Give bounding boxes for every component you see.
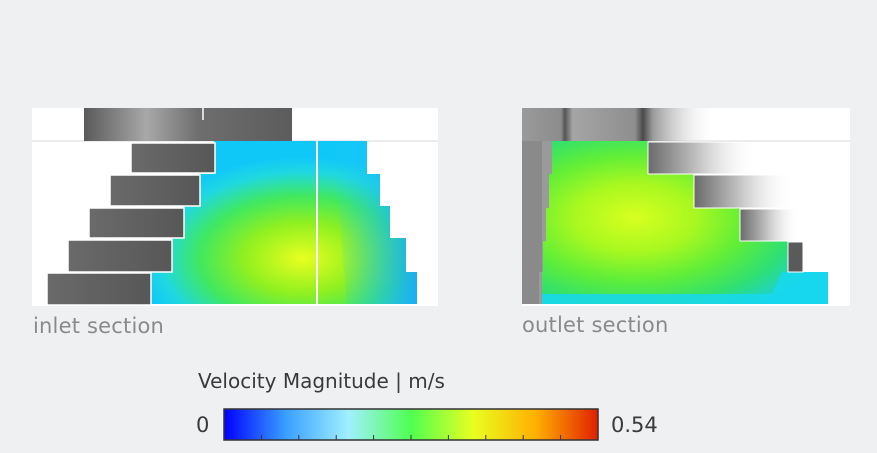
- inlet-top-blade: [84, 108, 292, 141]
- inlet-section-plot: [32, 108, 438, 306]
- inlet-blade-2: [110, 175, 200, 206]
- outlet-blade-3: [740, 209, 800, 241]
- inlet-blade-3: [89, 208, 184, 238]
- outlet-blade-1: [648, 142, 758, 174]
- colorbar-min-label: 0: [196, 413, 209, 437]
- inlet-blade-1: [131, 143, 215, 173]
- outlet-section-caption: outlet section: [522, 313, 669, 337]
- outlet-blade-2: [694, 175, 794, 208]
- inlet-blade-4: [68, 240, 172, 272]
- colorbar-max-label: 0.54: [611, 413, 658, 437]
- colorbar-title: Velocity Magnitude | m/s: [198, 369, 445, 393]
- colorbar: [223, 408, 599, 441]
- inlet-blade-5: [47, 273, 151, 305]
- outlet-top-blade: [522, 108, 717, 141]
- outlet-blade-4: [788, 242, 803, 272]
- inlet-section-caption: inlet section: [33, 314, 164, 338]
- outlet-section-plot: [522, 108, 850, 306]
